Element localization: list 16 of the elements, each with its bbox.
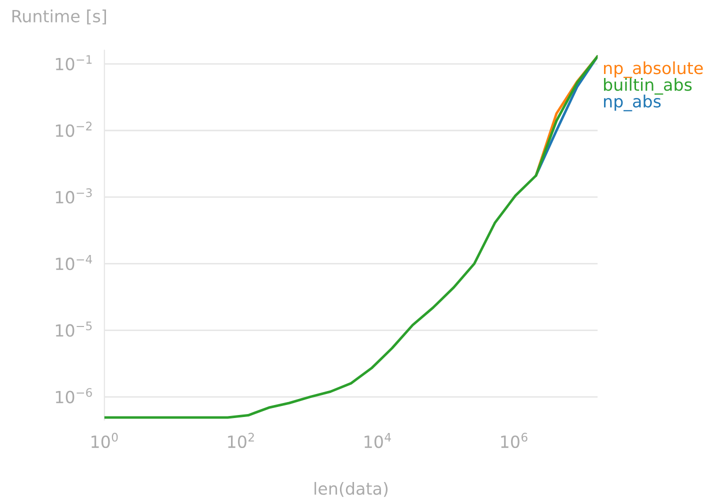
x-tick-label: 10$^{4}$	[364, 432, 391, 448]
x-tick-label: 10$^{0}$	[92, 432, 118, 448]
y-tick-label: 10$^{−1}$	[56, 55, 92, 70]
x-tick-label: 10$^{6}$	[501, 432, 528, 448]
x-tick-label: 10$^{2}$	[228, 432, 254, 448]
y-tick-label: 10$^{−6}$	[56, 388, 92, 404]
line-series	[104, 55, 598, 419]
y-tick-label: 10$^{−2}$	[56, 122, 92, 137]
x-axis-title: len(data)	[314, 482, 388, 497]
y-tick-label: 10$^{−3}$	[56, 188, 92, 204]
y-axis-title: Runtime [s]	[12, 10, 106, 24]
series-label: np_abs	[604, 94, 661, 112]
y-tick-label: 10$^{−4}$	[56, 255, 92, 270]
series-label: np_absolute	[604, 61, 703, 78]
series-label: builtin_abs	[604, 78, 692, 95]
y-tick-label: 10$^{−5}$	[56, 322, 92, 337]
